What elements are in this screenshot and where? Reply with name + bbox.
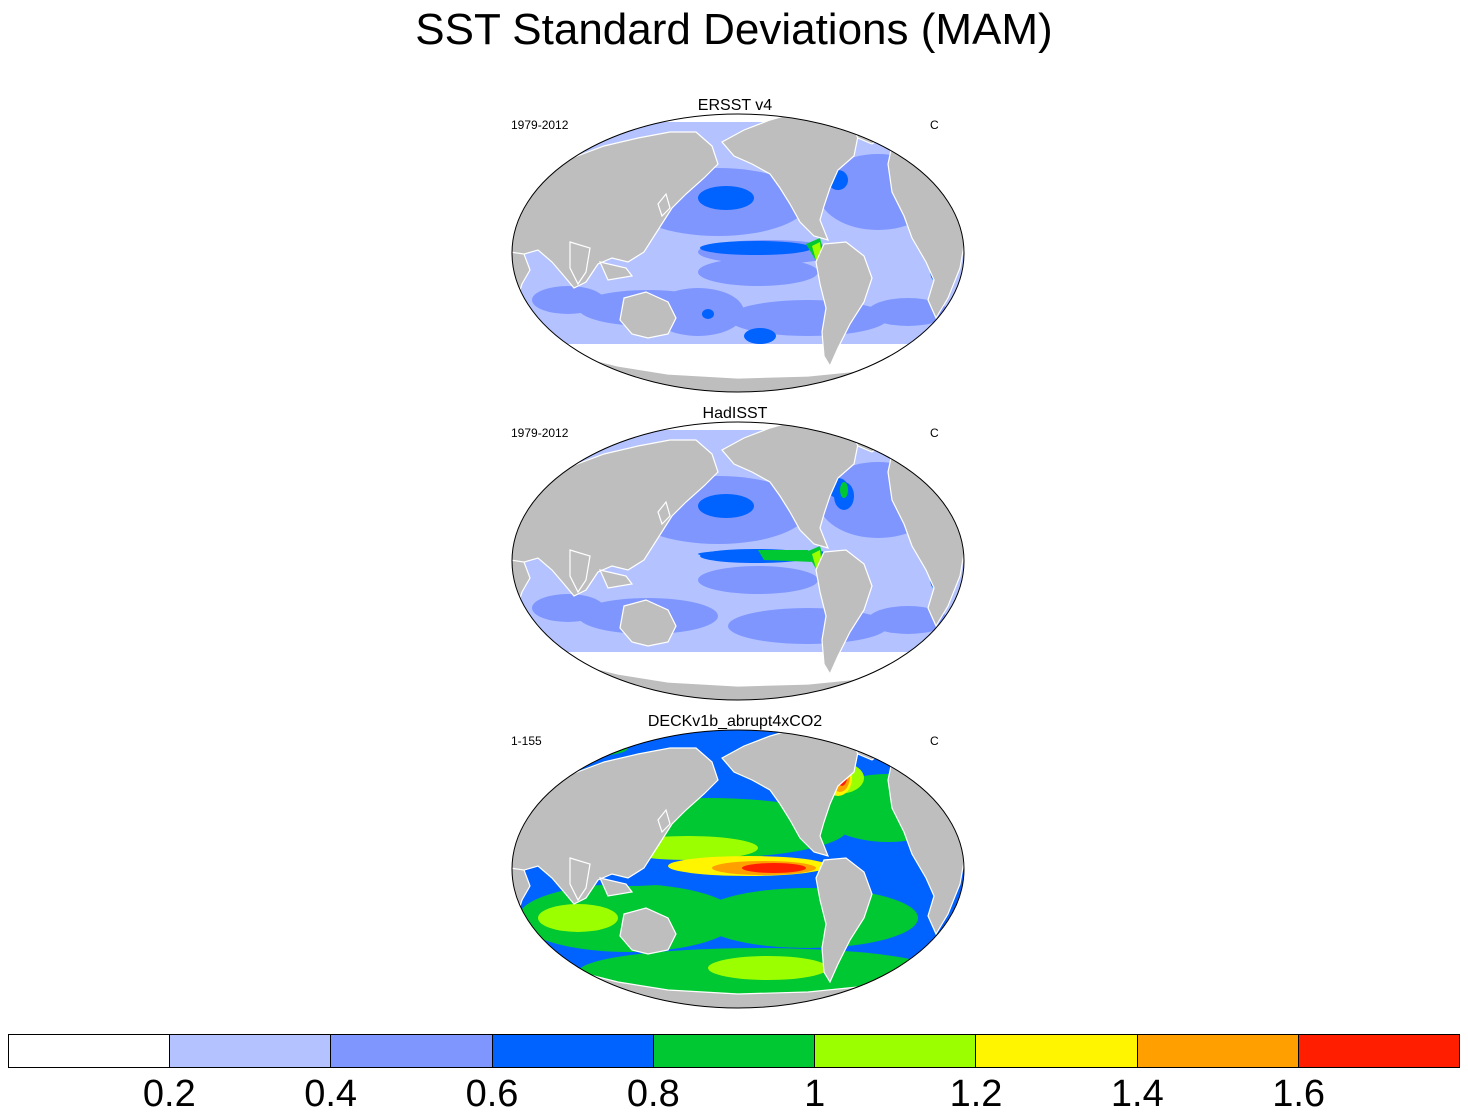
colorbar-tick-label: 0.2 xyxy=(142,1073,196,1115)
eurasia-land xyxy=(512,747,719,905)
colorbar-tick-label: 0.6 xyxy=(465,1073,519,1115)
panel-title: DECKv1b_abrupt4xCO2 xyxy=(647,713,823,730)
panel-title: HadISST xyxy=(702,405,768,422)
eurasia-land xyxy=(512,131,719,289)
australia-land xyxy=(619,599,677,647)
sst-field xyxy=(512,422,964,700)
sst-contour-region xyxy=(868,606,948,634)
sst-contour-region xyxy=(538,904,618,932)
colorbar-swatch xyxy=(976,1035,1138,1067)
sst-contour-region xyxy=(742,863,806,873)
map-ersst xyxy=(511,113,965,393)
colorbar-swatch xyxy=(1137,1035,1299,1067)
map-outline xyxy=(511,113,965,393)
sst-contour-region xyxy=(708,956,828,980)
south-america-land xyxy=(815,241,873,368)
panel-units: C xyxy=(930,734,939,748)
indonesia-land xyxy=(598,261,634,281)
sst-contour-region xyxy=(512,114,964,122)
sst-contour-region xyxy=(758,550,814,562)
sst-contour-region xyxy=(728,608,888,644)
panel-deck: DECKv1b_abrupt4xCO2 1-155 C xyxy=(500,712,970,1012)
sst-contour-region xyxy=(698,258,818,286)
colorbar-tick-label: 0.8 xyxy=(626,1073,680,1115)
sst-contour-region xyxy=(532,594,604,622)
india-land xyxy=(569,549,591,594)
map-deck xyxy=(511,729,965,1009)
panel-hadisst: HadISST 1979-2012 C xyxy=(500,404,970,704)
north-america-land xyxy=(721,730,859,857)
australia-land xyxy=(619,291,677,339)
japan-land xyxy=(657,192,671,218)
colorbar-swatch xyxy=(331,1035,493,1067)
north-america-land xyxy=(721,114,859,241)
panel-period: 1979-2012 xyxy=(511,426,569,440)
figure-title: SST Standard Deviations (MAM) xyxy=(415,5,1053,54)
indonesia-land xyxy=(598,877,634,897)
india-land xyxy=(569,857,591,902)
panel-title: ERSST v4 xyxy=(697,97,773,114)
sst-contour-region xyxy=(698,888,918,948)
japan-land xyxy=(657,500,671,526)
sst-contour-region xyxy=(702,309,714,319)
sst-contour-region xyxy=(744,328,776,344)
colorbar-swatch xyxy=(1298,1035,1459,1067)
colorbar-swatch xyxy=(815,1035,977,1067)
colorbar-tick-label: 1.2 xyxy=(949,1073,1003,1115)
sst-field xyxy=(512,730,964,1008)
colorbar-tick-label: 1 xyxy=(804,1073,826,1115)
sst-contour-region xyxy=(512,738,628,758)
sst-field xyxy=(512,114,964,392)
map-outline xyxy=(511,421,965,701)
panel-period: 1-155 xyxy=(511,734,542,748)
indonesia-land xyxy=(598,569,634,589)
sst-contour-region xyxy=(700,241,812,255)
north-america-land xyxy=(721,422,859,549)
panel-period: 1979-2012 xyxy=(511,118,569,132)
sst-contour-region xyxy=(698,186,754,210)
panel-units: C xyxy=(930,118,939,132)
india-land xyxy=(569,241,591,286)
panel-ersst: ERSST v4 1979-2012 C xyxy=(500,96,970,396)
colorbar-swatch xyxy=(492,1035,654,1067)
map-outline xyxy=(511,729,965,1009)
eurasia-land xyxy=(512,439,719,597)
colorbar-tick-label: 1.4 xyxy=(1110,1073,1164,1115)
australia-land xyxy=(619,907,677,955)
sst-contour-region xyxy=(532,286,604,314)
sst-contour-region xyxy=(698,494,754,518)
sst-contour-region xyxy=(512,422,964,430)
sst-contour-region xyxy=(698,566,818,594)
colorbar-swatch xyxy=(170,1035,332,1067)
map-hadisst xyxy=(511,421,965,701)
japan-land xyxy=(657,808,671,834)
sst-contour-region xyxy=(868,298,948,326)
land-layer xyxy=(512,730,964,1008)
colorbar-tick-label: 1.6 xyxy=(1272,1073,1326,1115)
south-america-land xyxy=(815,549,873,676)
colorbar xyxy=(8,1034,1460,1068)
colorbar-swatch xyxy=(9,1035,171,1067)
colorbar-tick-label: 0.4 xyxy=(304,1073,358,1115)
panel-units: C xyxy=(930,426,939,440)
colorbar-swatch xyxy=(653,1035,816,1067)
sst-contour-region xyxy=(652,288,744,336)
sst-contour-region xyxy=(568,745,608,755)
south-america-land xyxy=(815,857,873,984)
sst-contour-region xyxy=(840,482,848,498)
